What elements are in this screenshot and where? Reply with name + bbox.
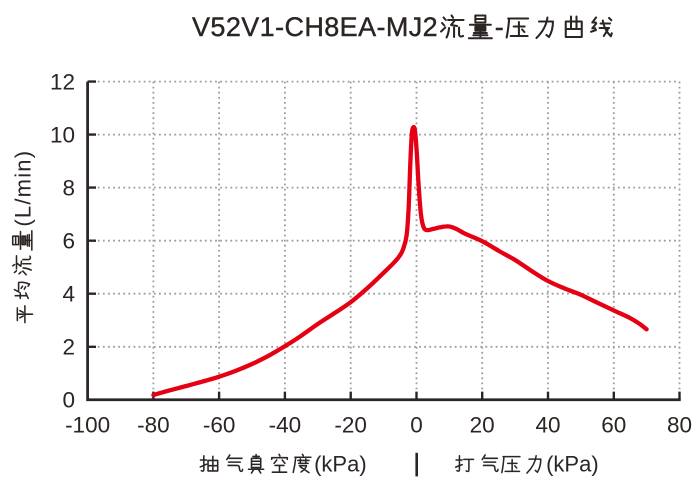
svg-text:8: 8 bbox=[62, 176, 75, 201]
svg-text:(kPa): (kPa) bbox=[314, 452, 367, 477]
svg-text:20: 20 bbox=[470, 413, 495, 438]
svg-text:0: 0 bbox=[410, 413, 423, 438]
svg-text:0: 0 bbox=[62, 388, 75, 413]
svg-text:12: 12 bbox=[50, 70, 75, 95]
svg-text:-80: -80 bbox=[137, 413, 170, 438]
svg-text:-20: -20 bbox=[334, 413, 367, 438]
svg-text:4: 4 bbox=[62, 282, 75, 307]
svg-text:(L/min): (L/min) bbox=[10, 150, 35, 227]
svg-text:2: 2 bbox=[62, 335, 75, 360]
svg-text:10: 10 bbox=[50, 123, 75, 148]
svg-text:V52V1-CH8EA-MJ2: V52V1-CH8EA-MJ2 bbox=[192, 12, 438, 42]
svg-text:-60: -60 bbox=[203, 413, 236, 438]
svg-text:-40: -40 bbox=[269, 413, 302, 438]
svg-text:(kPa): (kPa) bbox=[546, 452, 599, 477]
svg-text:-100: -100 bbox=[65, 413, 110, 438]
svg-text:6: 6 bbox=[62, 229, 75, 254]
svg-text:40: 40 bbox=[535, 413, 560, 438]
svg-text:60: 60 bbox=[601, 413, 626, 438]
svg-text:80: 80 bbox=[667, 413, 692, 438]
svg-text:-: - bbox=[495, 12, 504, 42]
